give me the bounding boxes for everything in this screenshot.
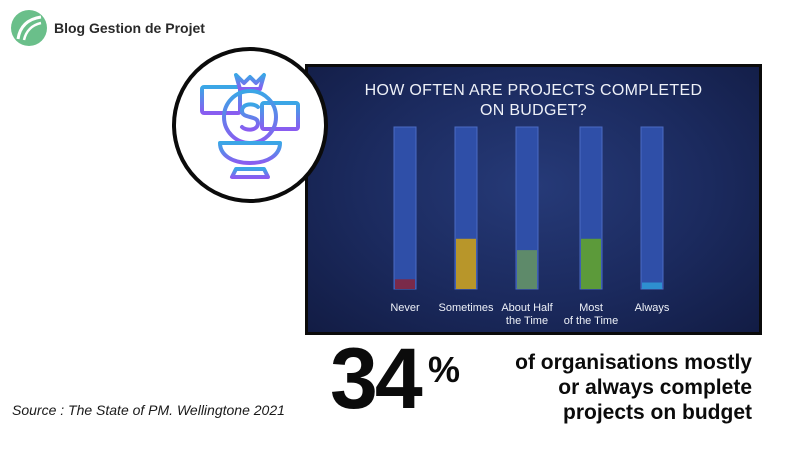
bar-track	[393, 126, 417, 290]
headline-percentage: 34	[330, 331, 423, 427]
category-label-3: Most of the Time	[564, 302, 618, 327]
headline-statement: of organisations mostly or always comple…	[515, 351, 752, 424]
category-label-2: About Half the Time	[501, 302, 553, 327]
brand-logo[interactable]: Blog Gestion de Projet	[10, 8, 205, 48]
money-bag-trophy-icon	[200, 73, 300, 179]
bar-track	[640, 126, 664, 290]
bar-4	[642, 282, 662, 289]
chart-panel: HOW OFTEN ARE PROJECTS COMPLETED ON BUDG…	[305, 64, 762, 335]
source-caption: Source : The State of PM. Wellingtone 20…	[12, 402, 285, 418]
chart-title: HOW OFTEN ARE PROJECTS COMPLETED ON BUDG…	[364, 82, 703, 119]
bar-3	[581, 238, 601, 289]
bar-chart: Never Sometimes About Half the Time Most of t…	[390, 126, 670, 327]
bar-2	[517, 250, 537, 289]
category-label-0: Never	[390, 302, 420, 314]
category-label-4: Always	[635, 302, 670, 314]
leaf-logo-icon	[11, 10, 47, 46]
brand-name: Blog Gestion de Projet	[54, 20, 205, 36]
bar-1	[456, 238, 476, 289]
budget-icon-badge	[172, 47, 328, 203]
category-label-1: Sometimes	[438, 302, 494, 314]
bar-0	[395, 279, 415, 289]
headline-percent-sign: %	[428, 349, 461, 390]
